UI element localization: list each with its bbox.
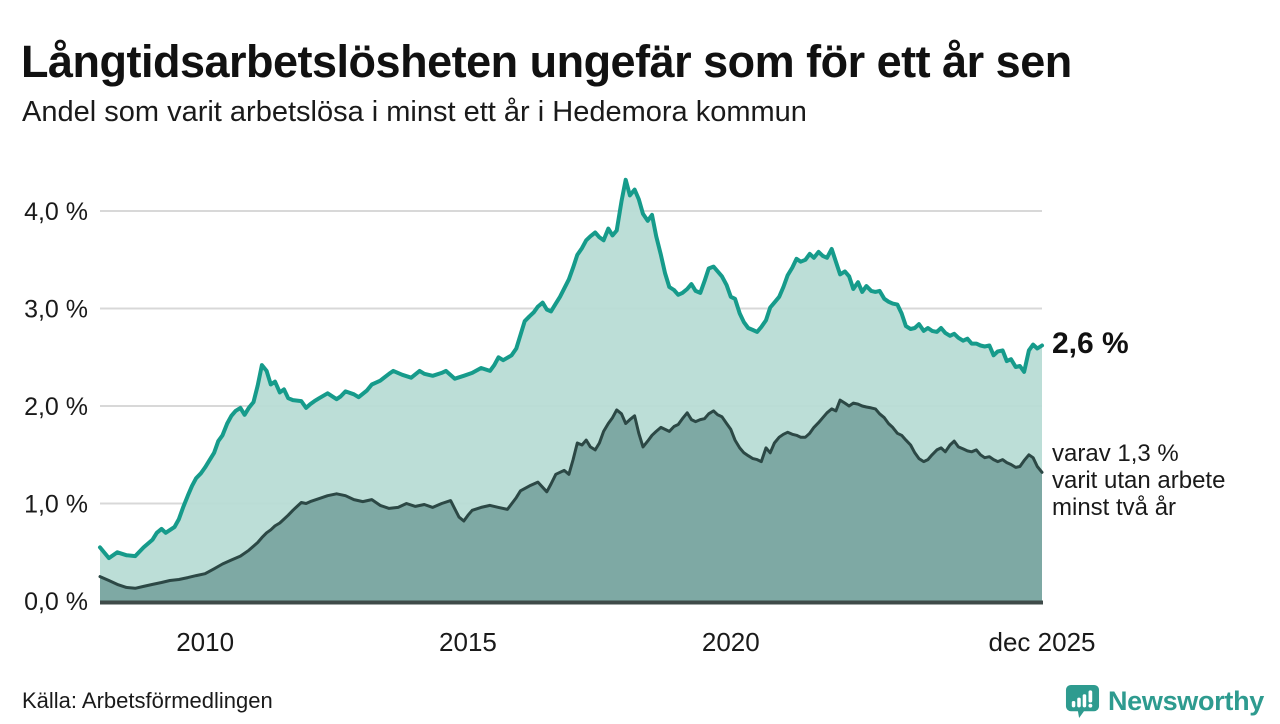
series-end-label-detail: varav 1,3 % varit utan arbete minst två … (1052, 440, 1225, 521)
x-tick-label: 2020 (702, 627, 760, 657)
page-title: Långtidsarbetslösheten ungefär som för e… (21, 36, 1072, 88)
two-year-line (98, 398, 1044, 590)
detail-line-1: varav 1,3 % (1052, 440, 1179, 467)
newsworthy-branding: Newsworthy (1065, 684, 1264, 719)
y-tick-label: 3,0 % (24, 296, 88, 324)
y-tick-label: 2,0 % (24, 393, 88, 421)
newsworthy-chart-bubble-icon (1065, 684, 1100, 719)
source-attribution: Källa: Arbetsförmedlingen (22, 688, 273, 713)
x-tick-label: dec 2025 (989, 627, 1096, 657)
chart-subtitle: Andel som varit arbetslösa i minst ett å… (22, 96, 807, 128)
y-tick-label: 0,0 % (24, 588, 88, 616)
y-tick-label: 4,0 % (24, 198, 88, 226)
series-end-label-total: 2,6 % (1052, 327, 1129, 360)
newsworthy-wordmark: Newsworthy (1107, 686, 1264, 716)
detail-line-2: varit utan arbete (1052, 467, 1226, 494)
x-tick-label: 2015 (439, 627, 497, 657)
detail-line-3: minst två år (1052, 494, 1177, 521)
y-tick-label: 1,0 % (24, 491, 88, 519)
total-line (98, 177, 1044, 561)
x-tick-label: 2010 (176, 627, 234, 657)
two-year-area-fill (100, 400, 1042, 601)
